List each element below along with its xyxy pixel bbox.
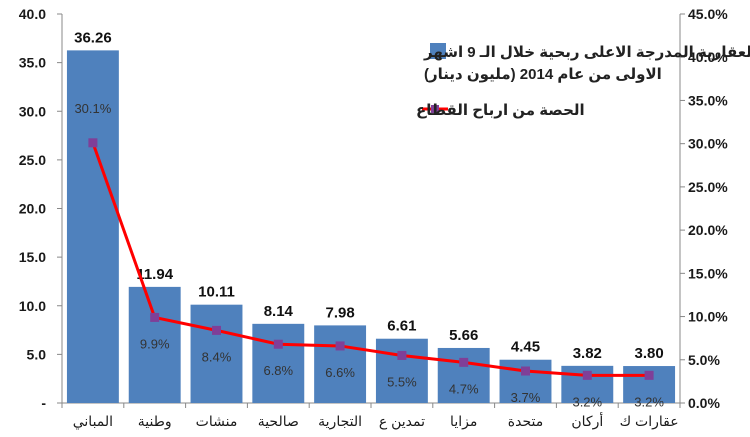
- legend-bar-text-line2: الاولى من عام 2014 (مليون دينار): [424, 66, 662, 83]
- left-tick-label: 35.0: [19, 55, 46, 71]
- category-label: منشات: [196, 413, 238, 429]
- bar-value-label: 3.80: [634, 345, 663, 362]
- left-tick-label: 10.0: [19, 298, 46, 314]
- right-tick-label: 40.0%: [688, 49, 728, 65]
- left-tick-label: 25.0: [19, 152, 46, 168]
- share-polyline: [91, 142, 650, 377]
- left-tick-label: -: [41, 395, 46, 411]
- bar-value-label: 7.98: [325, 304, 354, 321]
- axes: - 5.0 10.0 15.0 20.0 25.0 30.0 35.0 40.0 0.0% 5.0%…: [19, 6, 728, 430]
- category-label: التجارية: [318, 413, 362, 430]
- legend-swatch-marker: [431, 105, 439, 113]
- bar: [437, 347, 490, 403]
- share-value-label: 6.6%: [325, 365, 355, 380]
- share-marker: [459, 357, 469, 367]
- share-marker: [335, 341, 345, 351]
- left-tick-label: 30.0: [19, 103, 46, 119]
- share-marker: [582, 370, 592, 380]
- share-line: 30.1% 9.9% 8.4% 6.8% 6.6% 5.5% 4.7% 3.7% 3.2% 3.2…: [74, 101, 664, 410]
- bar-value-label: 10.11: [198, 284, 235, 301]
- bar-value-label: 6.61: [387, 318, 416, 335]
- share-marker: [521, 366, 530, 376]
- category-label: مزايا: [450, 413, 477, 430]
- legend-line-text: الحصة من ارباح القطاع: [416, 102, 585, 119]
- left-tick-label: 20.0: [19, 201, 46, 217]
- category-label: المباني: [73, 413, 113, 430]
- share-marker: [273, 339, 283, 349]
- bar-value-label: 8.14: [264, 303, 294, 320]
- right-tick-label: 15.0%: [688, 265, 728, 281]
- left-tick-label: 40.0: [19, 6, 46, 22]
- bar: [66, 50, 119, 404]
- share-marker: [644, 370, 654, 380]
- share-value-label: 3.2%: [572, 394, 602, 409]
- left-tick-label: 15.0: [19, 249, 46, 265]
- share-value-label: 3.2%: [634, 394, 664, 409]
- bar-value-labels: 36.26 11.94 10.11 8.14 7.98 6.61 5.66 4.45 3.82 3…: [74, 29, 664, 362]
- bar: [252, 323, 305, 403]
- bar-value-label: 5.66: [449, 327, 478, 344]
- share-marker: [212, 325, 221, 335]
- right-tick-label: 45.0%: [688, 6, 728, 22]
- share-marker: [150, 312, 160, 322]
- bar-value-label: 4.45: [511, 339, 540, 356]
- legend: الشركات العقارية المدرجة الاعلى ربحية خل…: [416, 43, 750, 119]
- right-tick-label: 10.0%: [688, 309, 728, 325]
- bar: [128, 286, 181, 403]
- bar-value-label: 11.94: [136, 266, 173, 283]
- legend-bar-text-line1: الشركات العقارية المدرجة الاعلى ربحية خل…: [423, 44, 750, 61]
- bars: [66, 50, 676, 404]
- category-label: أركان: [571, 412, 603, 430]
- right-tick-label: 5.0%: [688, 352, 720, 368]
- bar: [375, 338, 428, 403]
- bar: [314, 325, 367, 403]
- bar-value-label: 36.26: [74, 29, 112, 46]
- share-value-label: 30.1%: [74, 101, 111, 116]
- share-value-label: 4.7%: [449, 381, 479, 396]
- share-marker: [397, 350, 407, 360]
- bar: [190, 304, 243, 403]
- category-label: صالحية: [258, 413, 299, 429]
- legend-swatch-bar: [430, 43, 446, 59]
- share-value-label: 8.4%: [202, 349, 232, 364]
- right-tick-label: 35.0%: [688, 92, 728, 108]
- category-label: متحدة: [508, 413, 543, 429]
- left-tick-label: 5.0: [27, 346, 47, 362]
- category-label: وطنية: [138, 413, 172, 430]
- bar-value-label: 3.82: [573, 345, 602, 362]
- share-value-label: 6.8%: [263, 363, 293, 378]
- right-tick-label: 30.0%: [688, 136, 728, 152]
- right-tick-label: 25.0%: [688, 179, 728, 195]
- share-marker: [88, 138, 98, 148]
- share-value-label: 9.9%: [140, 336, 170, 351]
- right-tick-label: 0.0%: [688, 395, 720, 411]
- category-label: عقارات ك: [620, 413, 679, 430]
- share-value-label: 3.7%: [511, 390, 541, 405]
- right-tick-label: 20.0%: [688, 222, 728, 238]
- category-label: تمدين ع: [379, 413, 425, 430]
- share-value-label: 5.5%: [387, 374, 417, 389]
